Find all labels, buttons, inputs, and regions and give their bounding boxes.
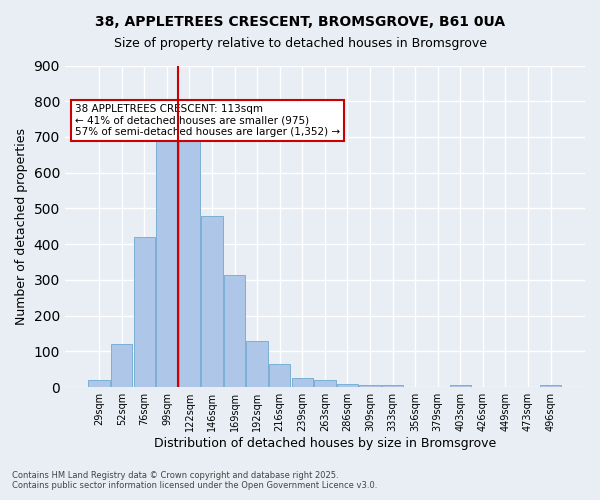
Bar <box>224 274 245 387</box>
Bar <box>337 384 358 387</box>
Bar <box>359 386 381 387</box>
Bar <box>247 340 268 387</box>
Bar <box>540 386 562 387</box>
Text: Contains HM Land Registry data © Crown copyright and database right 2025.
Contai: Contains HM Land Registry data © Crown c… <box>12 470 377 490</box>
Bar <box>292 378 313 387</box>
Bar <box>111 344 133 387</box>
Bar <box>449 386 471 387</box>
Bar <box>156 124 178 387</box>
Bar <box>269 364 290 387</box>
Bar <box>179 124 200 387</box>
Bar <box>202 216 223 387</box>
Text: 38, APPLETREES CRESCENT, BROMSGROVE, B61 0UA: 38, APPLETREES CRESCENT, BROMSGROVE, B61… <box>95 15 505 29</box>
X-axis label: Distribution of detached houses by size in Bromsgrove: Distribution of detached houses by size … <box>154 437 496 450</box>
Text: Size of property relative to detached houses in Bromsgrove: Size of property relative to detached ho… <box>113 38 487 51</box>
Bar <box>134 237 155 387</box>
Y-axis label: Number of detached properties: Number of detached properties <box>15 128 28 325</box>
Bar <box>314 380 335 387</box>
Bar <box>382 386 403 387</box>
Text: 38 APPLETREES CRESCENT: 113sqm
← 41% of detached houses are smaller (975)
57% of: 38 APPLETREES CRESCENT: 113sqm ← 41% of … <box>75 104 340 138</box>
Bar <box>88 380 110 387</box>
